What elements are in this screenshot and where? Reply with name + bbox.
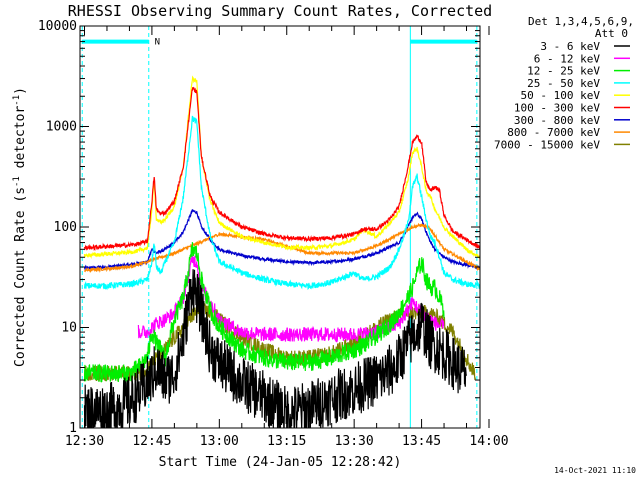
series-line: [83, 75, 480, 260]
night-annotation: N: [155, 38, 160, 48]
chart-title: RHESSI Observing Summary Count Rates, Co…: [68, 2, 492, 20]
y-tick-label: 100: [54, 220, 77, 235]
x-tick-label: 13:30: [335, 434, 374, 449]
legend-label: 300 - 800 keV: [514, 114, 600, 127]
x-tick-label: 14:00: [469, 434, 508, 449]
x-tick-label: 12:30: [65, 434, 104, 449]
legend-label: 800 - 7000 keV: [507, 126, 600, 139]
x-tick-label: 13:15: [267, 434, 306, 449]
legend-label: 3 - 6 keV: [540, 40, 600, 53]
y-axis-label-end: ): [13, 87, 28, 95]
y-axis-label-exp1: -1: [12, 176, 22, 187]
legend-header-line-1: Det 1,3,4,5,6,9,: [528, 15, 634, 28]
y-axis-label-exp2: -1: [12, 95, 22, 106]
y-tick-label: 1000: [46, 120, 77, 135]
y-tick-label: 1: [69, 421, 77, 436]
legend-label: 100 - 300 keV: [514, 102, 600, 115]
y-axis-label-mid: detector: [13, 106, 28, 177]
series-line: [83, 242, 445, 383]
timestamp: 14-Oct-2021 11:10: [554, 466, 636, 475]
x-tick-label: 13:45: [402, 434, 441, 449]
legend-label: 6 - 12 keV: [534, 52, 601, 65]
legend-label: 25 - 50 keV: [527, 77, 600, 90]
legend-label: 50 - 100 keV: [521, 89, 601, 102]
series-line: [83, 115, 480, 291]
y-axis-label: Corrected Count Rate (s-1 detector-1): [12, 87, 28, 367]
legend-header-line-2: Att 0: [595, 27, 628, 40]
x-tick-label: 12:45: [132, 434, 171, 449]
series-line: [83, 269, 467, 428]
axes: 1 10 100 1000 10000 12:30 12:45 13:00 13:15 13:30…: [38, 19, 509, 449]
y-axis-label-main: Corrected Count Rate (s: [13, 187, 28, 367]
legend-label: 12 - 25 keV: [527, 65, 600, 78]
series-line: [83, 86, 480, 252]
y-tick-label: 10: [61, 321, 77, 336]
y-tick-label: 10000: [38, 19, 77, 34]
x-axis-label: Start Time (24-Jan-05 12:28:42): [159, 455, 402, 470]
series-line: [83, 209, 480, 271]
series-layer: [83, 75, 480, 428]
orbit-markers: N: [81, 26, 478, 428]
legend-label: 7000 - 15000 keV: [494, 138, 600, 151]
x-tick-label: 13:00: [200, 434, 239, 449]
series-line: [83, 223, 480, 274]
